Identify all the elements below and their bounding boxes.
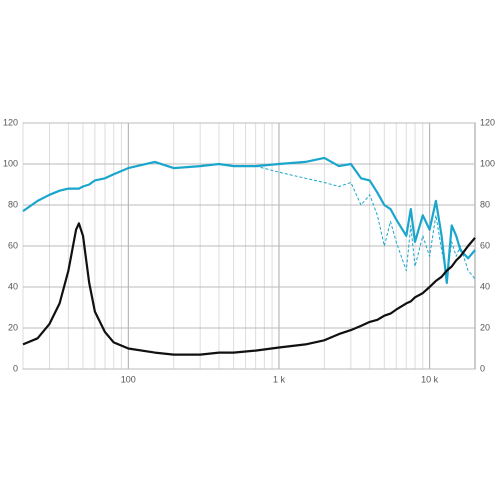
y-tick-label: 80 (8, 199, 18, 209)
y-tick-label: 120 (3, 117, 18, 127)
y2-tick-label: 40 (480, 281, 490, 291)
series-line (22, 161, 476, 280)
y2-tick-label: 20 (480, 322, 490, 332)
y-tick-label: 0 (13, 363, 18, 373)
y2-tick-label: 0 (480, 363, 485, 373)
y-tick-label: 20 (8, 322, 18, 332)
y2-tick-label: 120 (480, 117, 495, 127)
y-tick-label: 40 (8, 281, 18, 291)
x-tick-label: 10 k (421, 374, 439, 384)
y-tick-label: 60 (8, 240, 18, 250)
y2-tick-label: 80 (480, 199, 490, 209)
y-tick-label: 100 (3, 158, 18, 168)
series-line (22, 222, 476, 356)
x-tick-label: 1 k (273, 374, 286, 384)
y2-tick-label: 60 (480, 240, 490, 250)
x-tick-label: 100 (121, 374, 136, 384)
y2-tick-label: 100 (480, 158, 495, 168)
